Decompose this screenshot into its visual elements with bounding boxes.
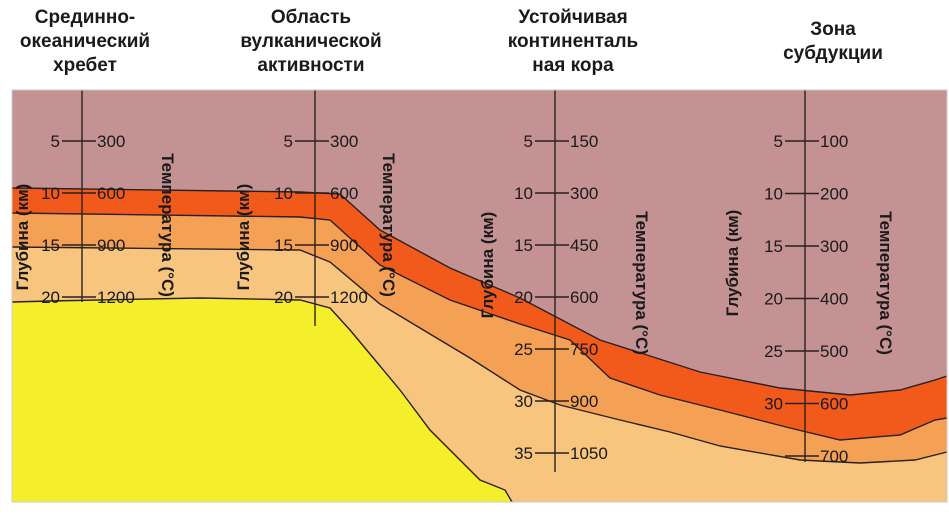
depth-tick-label: 35 <box>514 444 533 463</box>
heading-stable-crust: Устойчивая континенталь ная кора <box>488 6 658 78</box>
depth-tick-label: 15 <box>514 236 533 255</box>
depth-axis-label: Глубина (км) <box>723 210 742 317</box>
zone-hot <box>12 298 512 502</box>
heading-line: континенталь <box>507 31 639 52</box>
depth-tick-label: 30 <box>514 392 533 411</box>
isotherm-600 <box>11 187 948 396</box>
heading-line: Срединно- <box>34 7 136 28</box>
temp-tick-label: 600 <box>330 184 358 203</box>
depth-axis-label: Глубина (км) <box>478 212 497 319</box>
isotherm-900 <box>11 212 948 441</box>
depth-tick-label: 15 <box>274 236 293 255</box>
temp-tick-label: 1050 <box>570 444 608 463</box>
temp-tick-label: 300 <box>97 132 125 151</box>
depth-tick-label: 10 <box>514 184 533 203</box>
depth-tick-label: 20 <box>764 290 783 309</box>
depth-tick-label: 5 <box>524 132 533 151</box>
depth-tick-label: 5 <box>774 132 783 151</box>
depth-tick-label: 25 <box>764 342 783 361</box>
temp-tick-label: 300 <box>570 184 598 203</box>
depth-tick-label: 10 <box>274 184 293 203</box>
temp-tick-label: 100 <box>820 132 848 151</box>
heading-subduction-zone: Зона субдукции <box>758 18 908 66</box>
depth-axis-label: Глубина (км) <box>234 184 253 291</box>
isotherm-hot <box>11 297 513 503</box>
temp-tick-label: 600 <box>570 288 598 307</box>
depth-tick-label: 30 <box>764 395 783 414</box>
heading-volcanic-zone: Область вулканической активности <box>226 6 396 78</box>
heading-line: Область <box>270 7 352 28</box>
heading-line: океанический <box>19 31 151 52</box>
temp-axis-label: Температура (°С) <box>158 153 177 297</box>
temp-tick-label: 200 <box>820 185 848 204</box>
temp-tick-label: 900 <box>570 392 598 411</box>
temp-tick-label: 900 <box>330 236 358 255</box>
depth-axis-label: Глубина (км) <box>13 184 32 291</box>
depth-tick-label: 15 <box>764 237 783 256</box>
temp-axis-label: Температура (°С) <box>632 211 651 355</box>
depth-tick-label: 10 <box>764 185 783 204</box>
heading-line: хребет <box>53 55 117 76</box>
depth-tick-label: 20 <box>514 288 533 307</box>
temp-tick-label: 300 <box>330 132 358 151</box>
frame <box>11 89 948 503</box>
isotherm-1200 <box>11 246 948 464</box>
temp-tick-label: 400 <box>820 290 848 309</box>
temp-tick-label: 600 <box>820 395 848 414</box>
heading-line: вулканической <box>240 31 382 52</box>
temp-axis-label: Температура (°С) <box>379 153 398 297</box>
depth-tick-label: 20 <box>41 288 60 307</box>
temp-tick-label: 750 <box>570 340 598 359</box>
temp-tick-label: 150 <box>570 132 598 151</box>
heading-mid-ocean-ridge: Срединно- океанический хребет <box>0 6 170 78</box>
heading-line: Устойчивая <box>518 7 628 28</box>
heading-line: субдукции <box>783 43 883 64</box>
temp-tick-label: 500 <box>820 342 848 361</box>
heading-line: ная кора <box>532 55 614 76</box>
temp-tick-label: 300 <box>820 237 848 256</box>
temp-tick-label: 600 <box>97 184 125 203</box>
depth-tick-label: 20 <box>274 288 293 307</box>
temp-tick-label: 1200 <box>97 288 135 307</box>
temp-tick-label: 900 <box>97 236 125 255</box>
temp-tick-label: 700 <box>820 447 848 466</box>
heading-line: активности <box>257 55 365 76</box>
heading-line: Зона <box>810 19 856 40</box>
temp-tick-label: 1200 <box>330 288 368 307</box>
depth-tick-label: 25 <box>514 340 533 359</box>
depth-tick-label: 5 <box>284 132 293 151</box>
depth-tick-label: 15 <box>41 236 60 255</box>
temp-axis-label: Температура (°С) <box>876 211 895 355</box>
temp-tick-label: 450 <box>570 236 598 255</box>
depth-tick-label: 10 <box>41 184 60 203</box>
depth-tick-label: 5 <box>51 132 60 151</box>
